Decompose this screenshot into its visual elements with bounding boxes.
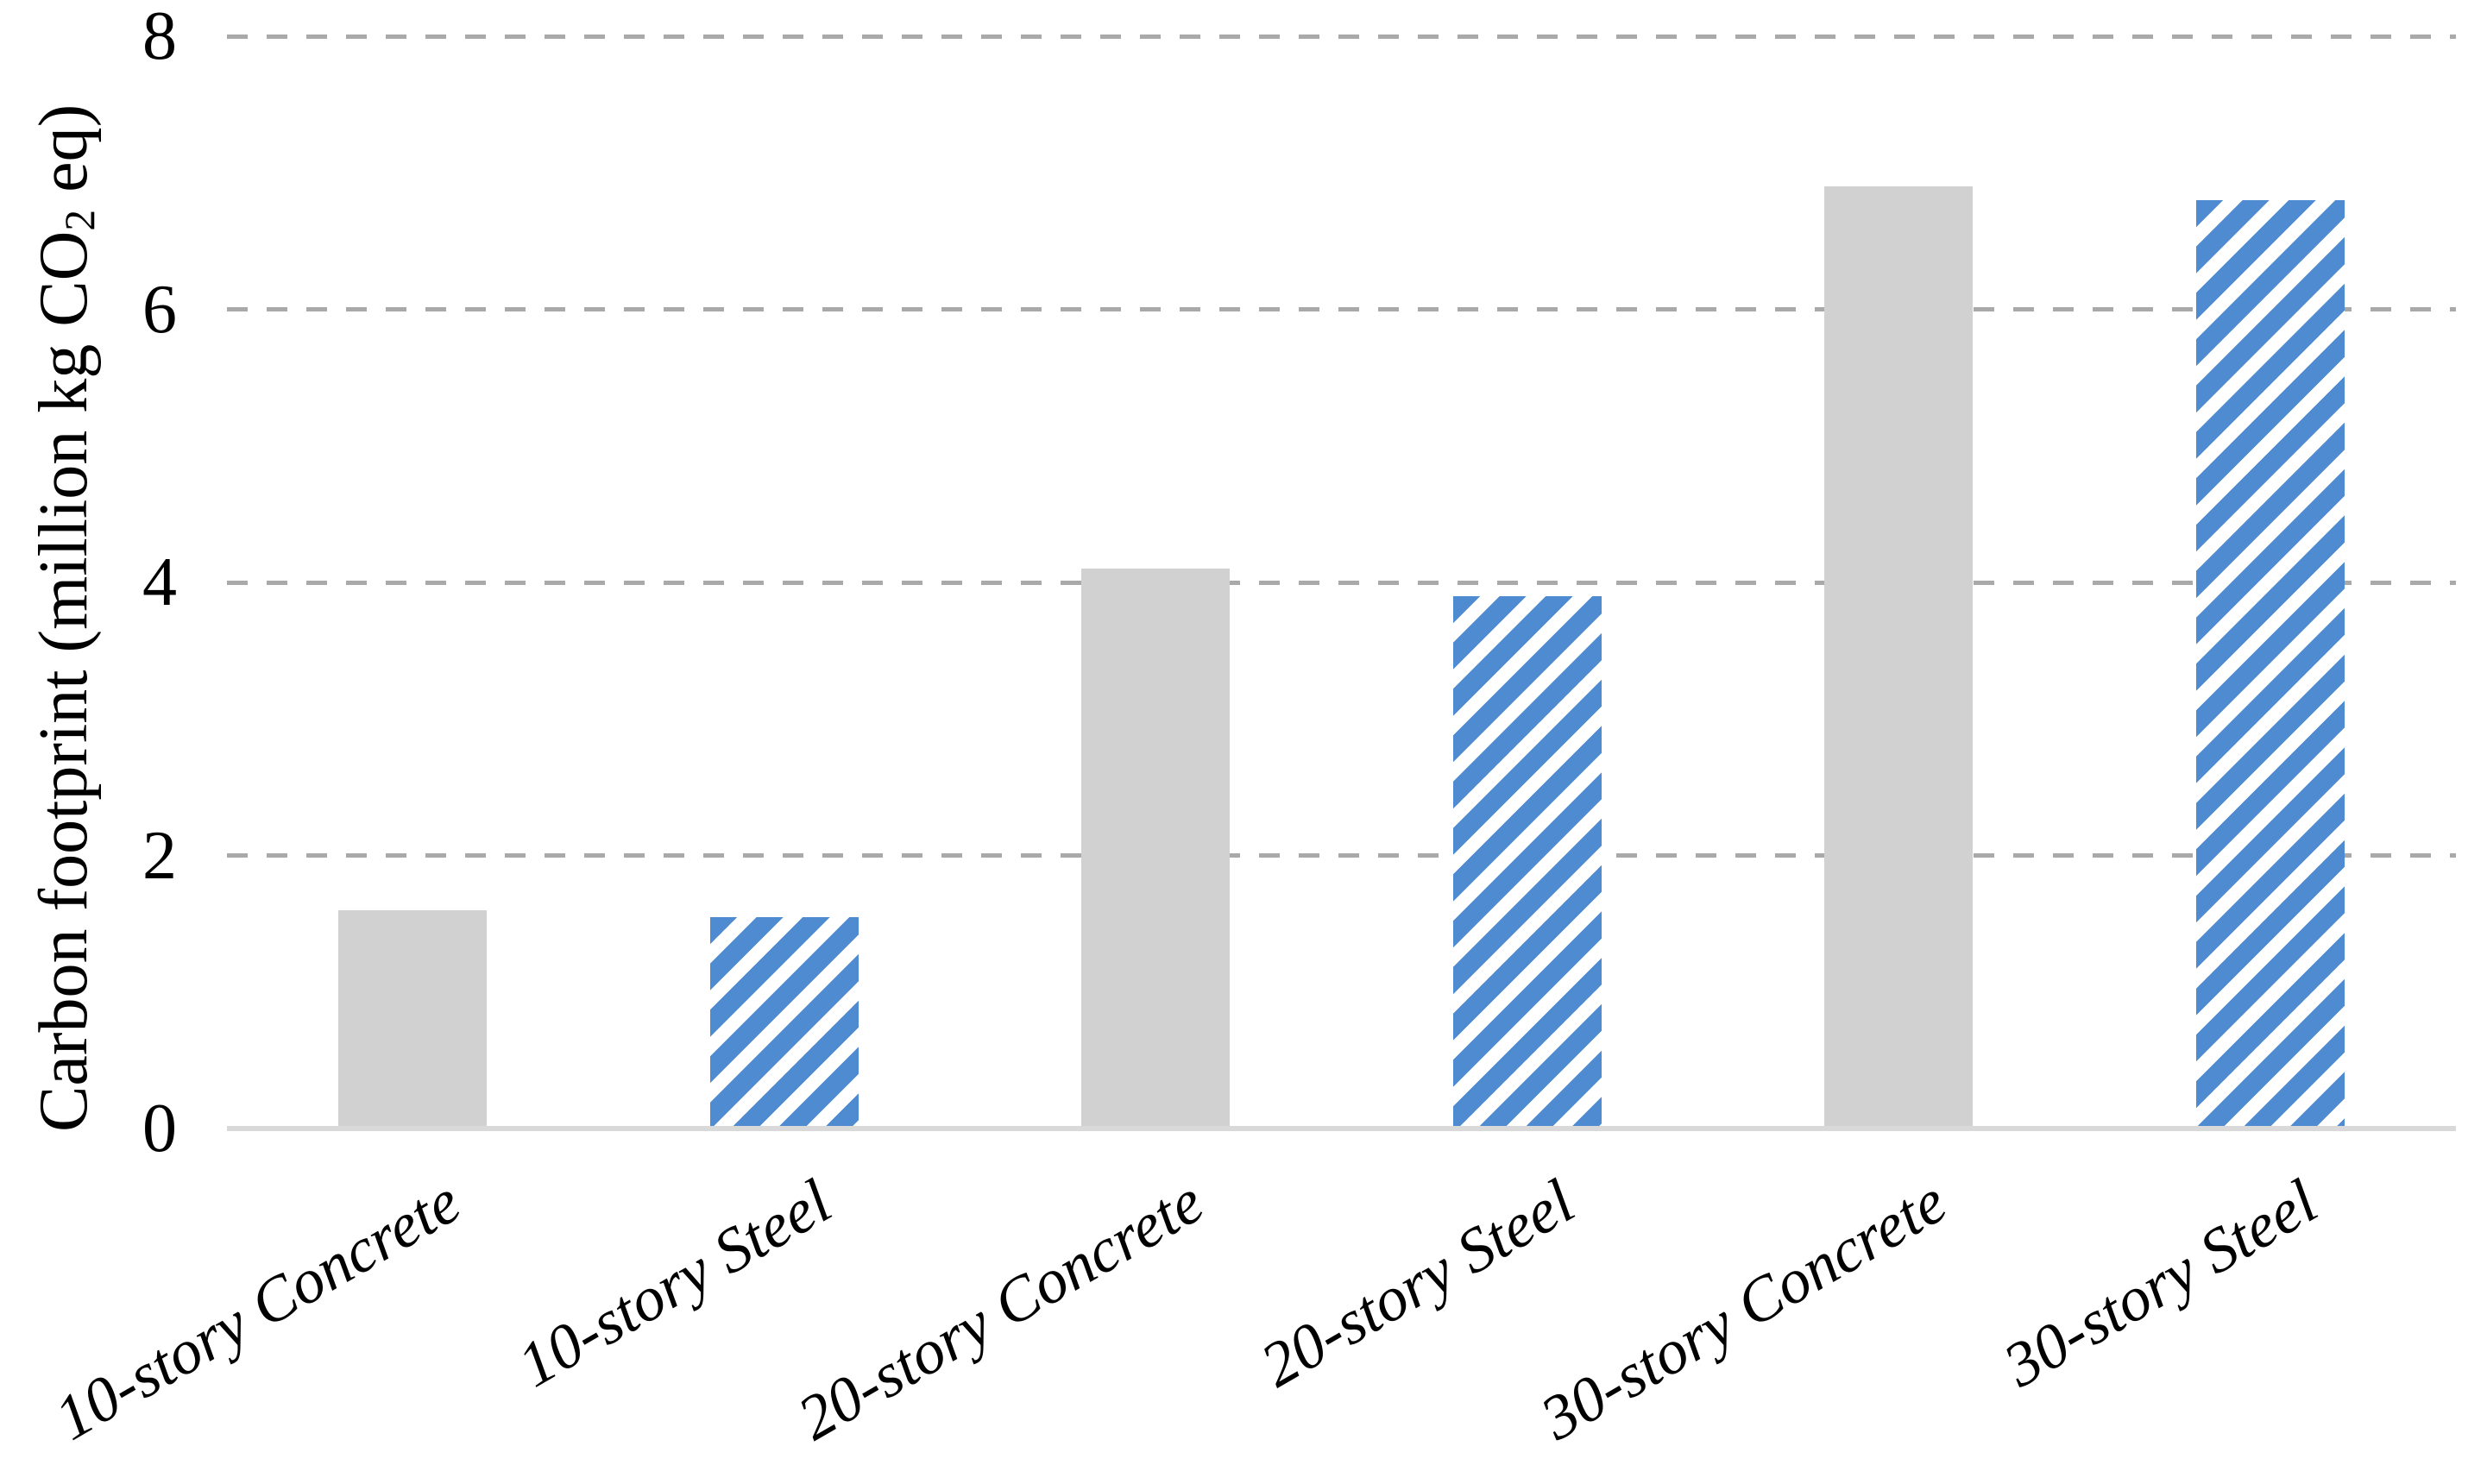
y-axis-title-text: Carbon footprint (million kg CO — [26, 230, 102, 1132]
x-axis-label-20-story-steel: 20-story Steel — [1249, 1166, 1586, 1401]
x-axis-line — [227, 1126, 2456, 1131]
x-axis-label-20-story-concrete: 20-story Concrete — [785, 1166, 1215, 1454]
y-tick-label-2: 2 — [142, 817, 177, 894]
bar-10-story-concrete — [338, 909, 488, 1129]
bar-10-story-steel — [709, 916, 859, 1129]
y-tick-label-6: 6 — [142, 271, 177, 348]
bar-30-story-steel — [2195, 199, 2345, 1129]
y-tick-label-4: 4 — [142, 544, 177, 620]
plot-area — [227, 34, 2456, 1131]
x-axis-label-10-story-steel: 10-story Steel — [506, 1166, 843, 1401]
bar-20-story-concrete — [1081, 569, 1231, 1129]
x-axis-label-30-story-concrete: 30-story Concrete — [1528, 1166, 1958, 1454]
y-axis-title-text-end: eq) — [26, 104, 102, 210]
bar-20-story-steel — [1452, 595, 1602, 1129]
y-axis-title: Carbon footprint (million kg CO2 eq) — [26, 104, 104, 1132]
gridline-y-4 — [227, 580, 2456, 585]
y-tick-label-8: 8 — [142, 0, 177, 74]
gridline-y-8 — [227, 34, 2456, 39]
x-axis-label-30-story-steel: 30-story Steel — [1992, 1166, 2329, 1401]
y-tick-label-0: 0 — [142, 1091, 177, 1166]
bar-30-story-concrete — [1824, 186, 1974, 1129]
x-axis-label-10-story-concrete: 10-story Concrete — [42, 1166, 472, 1454]
gridline-y-6 — [227, 307, 2456, 311]
y-axis-title-subscript: 2 — [55, 209, 104, 231]
gridline-y-2 — [227, 853, 2456, 858]
